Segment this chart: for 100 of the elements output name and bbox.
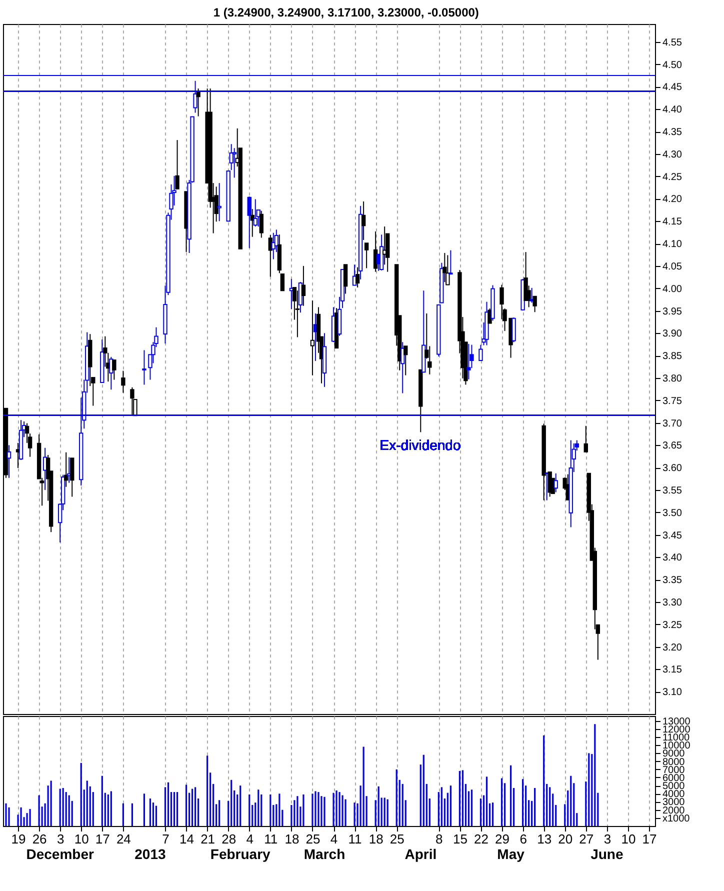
y-tick-label: 3.80 <box>662 373 682 384</box>
candlestick <box>247 196 252 249</box>
y-tick-label: 3.55 <box>662 485 682 496</box>
x2-tick-label: May <box>497 846 525 862</box>
x2-tick-label: March <box>304 846 346 862</box>
x-tick-label: 11 <box>348 832 362 846</box>
candlestick <box>301 265 306 306</box>
x-tick-label: 11 <box>264 832 278 846</box>
candlestick <box>466 343 471 380</box>
x-tick-label: 13 <box>537 832 552 846</box>
candlestick <box>253 198 258 228</box>
candlestick <box>196 88 200 117</box>
x-tick-label: 14 <box>180 832 194 846</box>
candlestick <box>121 370 126 394</box>
y-tick-label: 3.25 <box>662 620 682 631</box>
candlestick <box>70 458 74 498</box>
x-tick-label: 18 <box>284 832 300 846</box>
y-tick-label: 4.10 <box>662 239 682 250</box>
y-tick-label: 4.35 <box>662 127 682 138</box>
y-tick-label: 3.45 <box>662 530 682 542</box>
candlestick <box>428 346 432 375</box>
y-tick-label: 3.75 <box>662 396 682 407</box>
y-tick-label: 4.05 <box>662 261 682 272</box>
candlestick <box>217 182 222 222</box>
y-tick-label: 4.50 <box>662 60 682 71</box>
x-tick-label: 6 <box>520 832 527 846</box>
candlestick <box>112 360 116 380</box>
candlestick <box>175 140 180 190</box>
candlestick <box>448 250 453 275</box>
x-tick-label: 4 <box>246 832 254 846</box>
x-tick-label: 25 <box>390 832 404 846</box>
annotation: Ex-dividendo <box>380 437 461 453</box>
candlestick <box>500 284 504 320</box>
y-tick-label: 3.40 <box>662 552 682 564</box>
x-tick-label: 8 <box>436 832 443 846</box>
y-tick-label: 3.15 <box>662 664 682 676</box>
y-tick-label: 3.10 <box>662 687 682 698</box>
candlestick <box>310 300 315 376</box>
y-tick-label: 3.90 <box>662 328 682 340</box>
y-tick-label: 3.65 <box>662 440 682 452</box>
y-tick-label: 3.30 <box>662 597 682 608</box>
candlestick <box>193 80 198 114</box>
candlestick <box>364 242 369 269</box>
x-tick-label: 27 <box>579 832 594 846</box>
x-tick-label: 21 <box>200 832 216 846</box>
x-tick-label: 10 <box>621 832 636 846</box>
y-tick-label: 4.20 <box>662 194 682 206</box>
x-tick-label: 3 <box>604 832 612 846</box>
y-tick-label: 3.35 <box>662 575 682 586</box>
x-tick-label: 18 <box>368 832 384 846</box>
y-tick-label: 3.85 <box>662 351 682 362</box>
candlestick <box>280 274 285 292</box>
x-tick-label: 22 <box>474 832 488 846</box>
candlestick <box>442 252 447 283</box>
x-tick-label: 7 <box>162 832 170 846</box>
x-tick-label: 25 <box>306 832 320 846</box>
candlestick <box>142 350 146 386</box>
candlestick <box>554 472 558 493</box>
y-tick-label: 4.55 <box>662 37 682 48</box>
candlestick <box>343 264 348 294</box>
candlestick <box>478 344 483 362</box>
y-tick-label: 4.00 <box>662 284 682 295</box>
candlestick <box>361 200 366 240</box>
candlestick <box>259 210 264 238</box>
x-tick-label: 20 <box>558 832 573 846</box>
x-tick-label: 19 <box>11 832 26 846</box>
candlestick <box>6 444 12 478</box>
y-tick-label: 3.50 <box>662 508 682 519</box>
candlestick <box>295 290 300 338</box>
x-tick-label: 17 <box>642 832 657 846</box>
x-tick-label: 28 <box>222 832 236 846</box>
candlestick <box>404 346 408 376</box>
candlestick <box>512 316 516 343</box>
x-tick-label: 3 <box>56 832 64 846</box>
x2-tick-label: June <box>590 846 624 862</box>
y-tick-label: 3.70 <box>662 418 682 430</box>
candlestick <box>584 425 588 452</box>
candlestick <box>130 386 134 416</box>
x-tick-label: 26 <box>32 832 47 846</box>
candlestick <box>64 452 68 488</box>
chart-title: 1 (3.24900, 3.24900, 3.17100, 3.23000, -0.05000) <box>213 6 479 20</box>
candlestick <box>232 148 236 178</box>
x-tick-label: 4 <box>330 832 338 846</box>
x-tick-label: 15 <box>452 832 468 846</box>
x2-tick-label: 2013 <box>134 846 166 862</box>
x2-tick-label: December <box>26 846 94 862</box>
x-tick-label: 24 <box>116 832 131 846</box>
y-tick-label: x1000 <box>662 813 690 824</box>
x2-tick-label: April <box>404 846 437 862</box>
x2-tick-label: February <box>210 846 271 862</box>
y-tick-label: 4.45 <box>662 82 682 94</box>
y-tick-label: 3.20 <box>662 642 682 654</box>
y-tick-label: 4.30 <box>662 149 682 160</box>
x-tick-label: 10 <box>74 832 89 846</box>
y-tick-label: 4.40 <box>662 104 682 116</box>
candlestick <box>355 266 360 288</box>
y-tick-label: 3.60 <box>662 463 682 474</box>
candlestick <box>379 234 384 271</box>
y-tick-label: 4.15 <box>662 216 682 228</box>
y-tick-label: 4.25 <box>662 172 682 183</box>
